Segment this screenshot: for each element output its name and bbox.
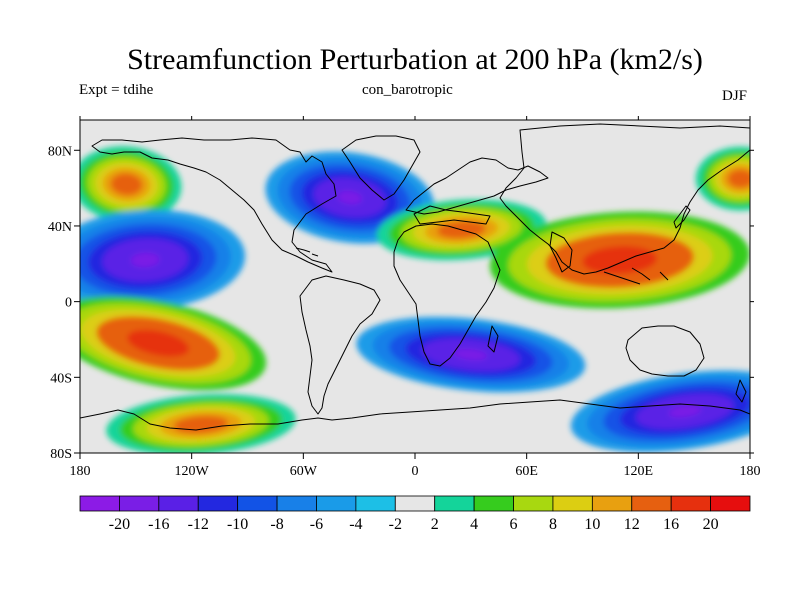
colorbar-label: -20 [109, 516, 130, 533]
colorbar-label: -10 [227, 516, 248, 533]
australia-coast [625, 325, 705, 377]
x-tick-label: 180 [740, 464, 761, 479]
y-tick-label: 40S [50, 371, 72, 386]
indian-ocean-low-contour [356, 316, 586, 393]
season-label: DJF [722, 88, 748, 104]
x-tick-label: 180 [70, 464, 91, 479]
europe-coast [405, 157, 549, 215]
north-east-pacific-high-level-6 [734, 174, 748, 184]
y-tick-label: 40N [48, 220, 72, 235]
y-tick-label: 80S [50, 447, 72, 462]
y-tick-label: 0 [65, 296, 72, 311]
north-america-coast [91, 137, 337, 273]
subtropical-pacific-low-level-6 [130, 252, 160, 268]
colorbar-swatch [552, 495, 593, 512]
axis-labels: 180 120W 60W 0 60E 120E 180 80N 40N 0 40S 80S [48, 144, 761, 479]
colorbar-label: 10 [584, 516, 600, 533]
colorbar [79, 495, 751, 512]
greenland-coast [341, 135, 421, 201]
colorbar-swatch [513, 495, 554, 512]
colorbar-label: 8 [549, 516, 557, 533]
colorbar-labels: -20 -16 -12 -10 -8 -6 -4 -2 2 4 6 8 10 12 16 20 [109, 516, 719, 533]
colorbar-swatch [276, 495, 317, 512]
south-america-coast [299, 275, 381, 415]
colorbar-swatch [473, 495, 514, 512]
colorbar-label: -12 [188, 516, 209, 533]
colorbar-swatch [631, 495, 672, 512]
map-title: Streamfunction Perturbation at 200 hPa (… [127, 43, 703, 76]
x-tick-label: 120W [175, 464, 210, 479]
asian-high-level-6 [601, 253, 639, 267]
experiment-label: Expt = tdihe [79, 82, 154, 98]
antarctica-coast [80, 399, 750, 431]
colorbar-label: -6 [310, 516, 323, 533]
colorbar-label: 6 [510, 516, 518, 533]
colorbar-swatch [710, 495, 751, 512]
x-tick-label: 60W [290, 464, 318, 479]
colorbar-label: 2 [431, 516, 439, 533]
axis-ticks [74, 116, 754, 459]
australian-low-contour [570, 370, 750, 453]
y-tick-label: 80N [48, 144, 72, 159]
southern-ocean-high-level-6 [187, 420, 215, 429]
colorbar-label: -4 [349, 516, 362, 533]
madagascar-coast [487, 325, 499, 353]
x-tick-label: 0 [412, 464, 419, 479]
coastlines [80, 123, 750, 431]
caribbean-islands [295, 247, 319, 257]
colorbar-swatch [591, 495, 633, 512]
colorbar-label: 16 [663, 516, 679, 533]
australian-low-level-6 [668, 405, 702, 418]
colorbar-swatch [119, 495, 160, 512]
subtropical-pacific-low-contour [80, 209, 246, 311]
asian-high-contour [489, 211, 750, 309]
colorbar-swatch [316, 495, 357, 512]
colorbar-swatch [237, 495, 278, 512]
colorbar-label: -8 [270, 516, 283, 533]
colorbar-swatch [394, 495, 436, 512]
colorbar-label: 12 [624, 516, 640, 533]
asia-coast [499, 123, 750, 275]
north-east-pacific-high-contour [695, 146, 750, 211]
colorbar-label: -2 [389, 516, 402, 533]
x-tick-label: 60E [515, 464, 538, 479]
colorbar-swatch [197, 495, 239, 512]
south-pacific-high-level-6 [142, 336, 174, 350]
mediterranean-coast [413, 205, 491, 225]
colorbar-swatch [79, 495, 120, 512]
north-pacific-high-level-6 [118, 178, 135, 190]
colorbar-label: 20 [703, 516, 719, 533]
japan-coast [673, 205, 691, 229]
indonesia-coast [603, 267, 669, 285]
run-label: con_barotropic [362, 82, 453, 98]
colorbar-swatch [670, 495, 711, 512]
south-pacific-high-contour [80, 296, 267, 391]
x-tick-label: 120E [624, 464, 654, 479]
colorbar-swatch [158, 495, 199, 512]
india-coast [549, 231, 573, 273]
north-pacific-high-contour [80, 146, 182, 223]
southern-ocean-high-contour [106, 393, 296, 453]
map-plot-area [80, 120, 750, 453]
colorbar-label: 4 [470, 516, 478, 533]
colorbar-label: -16 [148, 516, 169, 533]
new-zealand-coast [735, 379, 747, 403]
indian-ocean-low-level-6 [454, 349, 488, 361]
north-atlantic-low-level-6 [337, 190, 362, 205]
colorbar-swatch [355, 495, 396, 512]
colorbar-swatch [434, 495, 475, 512]
africa-coast [393, 223, 501, 367]
